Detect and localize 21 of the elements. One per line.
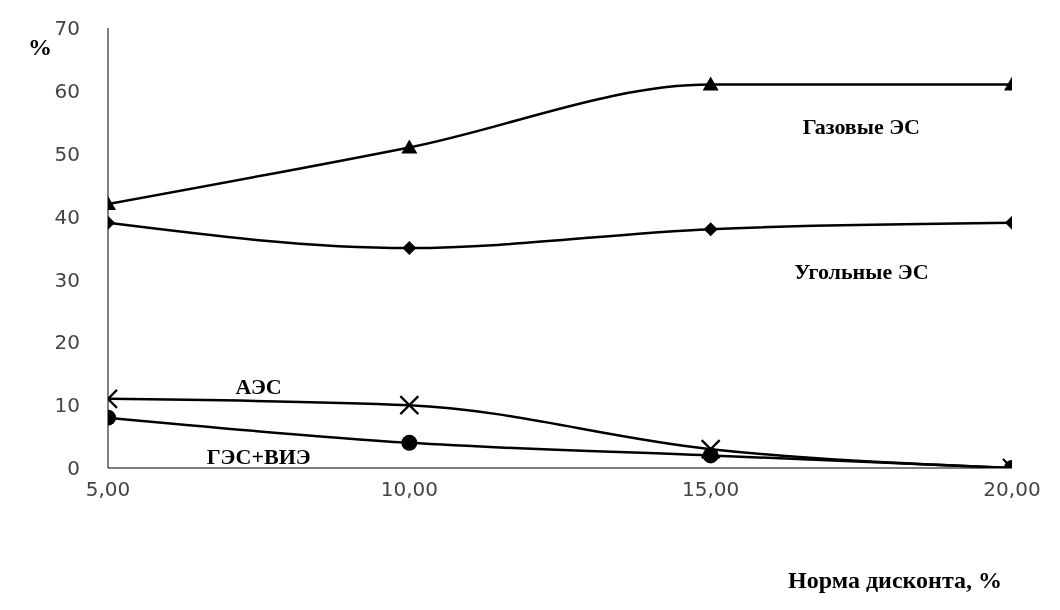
y-tick-label: 50 (54, 141, 80, 166)
x-tick-label: 15,00 (682, 477, 740, 502)
x-tick-label: 20,00 (983, 477, 1041, 502)
y-tick-label: 20 (54, 330, 80, 355)
y-tick-label: 40 (54, 204, 80, 229)
x-axis-title: Норма дисконта, % (788, 567, 1002, 593)
series-label: Газовые ЭС (802, 114, 921, 140)
point (700, 439, 721, 460)
point (401, 434, 418, 451)
series-label: ГЭС+ВИЭ (206, 444, 311, 470)
y-tick-label: 70 (54, 16, 80, 41)
series-label: АЭС (235, 373, 282, 399)
y-tick-label: 0 (67, 456, 80, 481)
x-tick-label: 5,00 (85, 477, 131, 502)
series-label: Угольные ЭС (794, 258, 929, 284)
y-tick-label: 10 (54, 393, 80, 418)
point (399, 395, 420, 416)
y-tick-label: 30 (54, 267, 80, 292)
x-tick-label: 10,00 (380, 477, 438, 502)
y-axis-title: % (28, 34, 52, 61)
y-tick-label: 60 (54, 78, 80, 103)
